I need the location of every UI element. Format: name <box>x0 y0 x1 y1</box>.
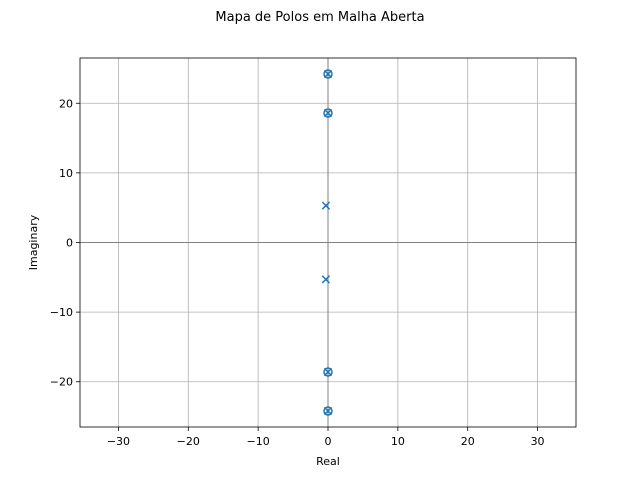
pole-marker-stroke <box>323 406 333 416</box>
zero-lines <box>80 58 576 427</box>
pole-marker-stroke <box>323 108 333 118</box>
x-tick-label: −10 <box>247 435 270 448</box>
pole-marker-stroke <box>321 275 331 284</box>
y-tick-label: 0 <box>66 237 73 250</box>
zero-marker <box>323 108 333 118</box>
pole-marker <box>323 108 333 118</box>
x-tick-label: 30 <box>531 435 545 448</box>
zero-marker <box>323 367 333 377</box>
chart-title: Mapa de Polos em Malha Aberta <box>215 10 424 25</box>
x-tick-label: 10 <box>391 435 405 448</box>
zero-marker <box>323 69 333 79</box>
pole-marker <box>321 201 331 210</box>
y-tick-label: 20 <box>59 97 73 110</box>
pole-marker-stroke <box>323 367 333 377</box>
pole-marker-stroke <box>321 201 331 210</box>
x-axis-label: Real <box>316 455 340 468</box>
zero-marker <box>323 406 333 416</box>
y-axis-label: Imaginary <box>27 214 40 270</box>
y-tick-label: 10 <box>59 167 73 180</box>
pole-marker <box>323 367 333 377</box>
pole-zero-markers <box>321 69 333 416</box>
pole-marker <box>323 69 333 79</box>
pole-marker <box>321 275 331 284</box>
x-tick-label: −30 <box>107 435 130 448</box>
axis-ticks: −30 −20 −10 0 10 20 30 −20 −10 0 10 20 <box>50 97 545 448</box>
y-tick-label: −20 <box>50 376 73 389</box>
x-tick-label: 0 <box>325 435 332 448</box>
pole-marker <box>323 406 333 416</box>
y-tick-label: −10 <box>50 306 73 319</box>
x-tick-label: −20 <box>177 435 200 448</box>
x-tick-label: 20 <box>461 435 475 448</box>
pole-marker-stroke <box>323 69 333 79</box>
